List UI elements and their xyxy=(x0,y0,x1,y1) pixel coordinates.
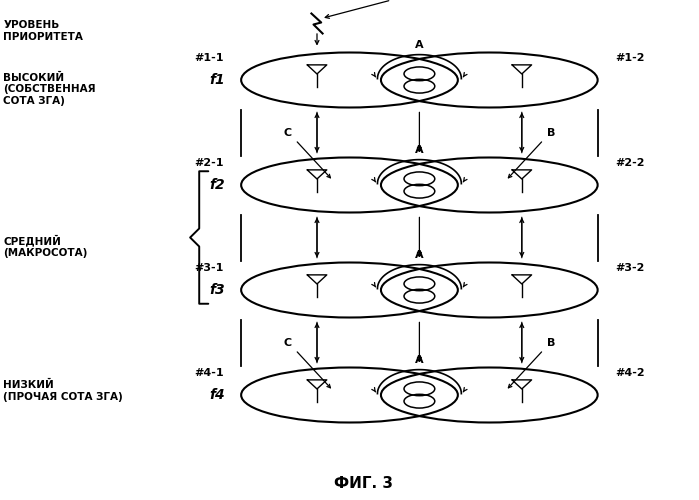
Text: #2-2: #2-2 xyxy=(615,158,644,168)
Text: #4-1: #4-1 xyxy=(194,368,224,378)
Text: A: A xyxy=(415,40,424,50)
Text: УРОВЕНЬ
ПРИОРИТЕТА: УРОВЕНЬ ПРИОРИТЕТА xyxy=(3,20,83,42)
Text: СРЕДНИЙ
(МАКРОСОТА): СРЕДНИЙ (МАКРОСОТА) xyxy=(3,235,88,258)
Text: f3: f3 xyxy=(209,283,224,297)
Text: A: A xyxy=(415,354,424,364)
Text: НИЗКИЙ
(ПРОЧАЯ СОТА ЗГА): НИЗКИЙ (ПРОЧАЯ СОТА ЗГА) xyxy=(3,380,123,402)
Text: #4-2: #4-2 xyxy=(615,368,644,378)
Text: #3-1: #3-1 xyxy=(194,263,224,273)
Text: B: B xyxy=(547,338,555,348)
Text: f1: f1 xyxy=(209,73,224,87)
Text: ВЫСОКИЙ
(СОБСТВЕННАЯ
СОТА ЗГА): ВЫСОКИЙ (СОБСТВЕННАЯ СОТА ЗГА) xyxy=(3,72,96,106)
Text: C: C xyxy=(284,128,292,138)
Text: #3-2: #3-2 xyxy=(615,263,644,273)
Text: f2: f2 xyxy=(209,178,224,192)
Text: A: A xyxy=(415,250,424,260)
Text: #2-1: #2-1 xyxy=(194,158,224,168)
Text: ФИГ. 3: ФИГ. 3 xyxy=(334,476,393,491)
Text: A: A xyxy=(415,144,424,154)
Text: #1-1: #1-1 xyxy=(194,53,224,63)
Text: C: C xyxy=(284,338,292,348)
Text: #1-2: #1-2 xyxy=(615,53,644,63)
Text: B: B xyxy=(547,128,555,138)
Text: f4: f4 xyxy=(209,388,224,402)
